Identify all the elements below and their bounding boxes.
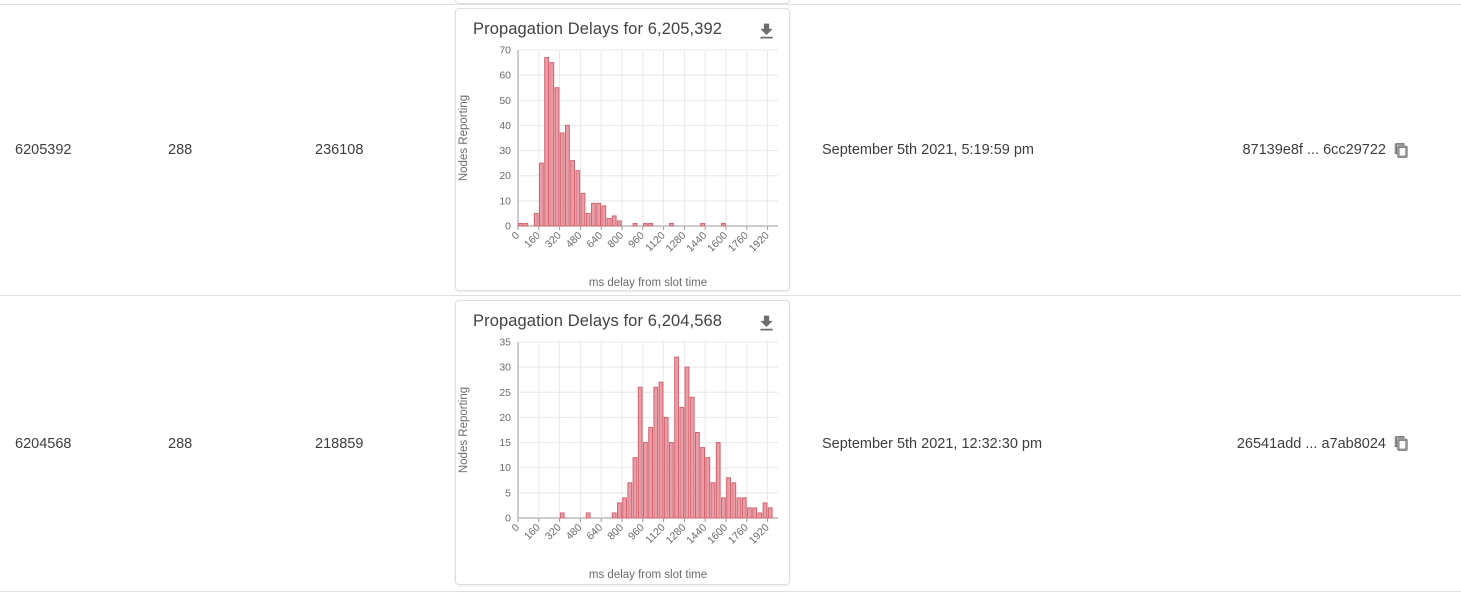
slot-cell: 236108 [315, 142, 364, 158]
svg-text:ms delay from slot time: ms delay from slot time [589, 569, 707, 581]
svg-text:1440: 1440 [684, 522, 709, 547]
previous-chart-card-edge [455, 0, 790, 4]
chart-card-header: Propagation Delays for 6,205,392 [456, 9, 789, 42]
chart-title: Propagation Delays for 6,205,392 [473, 20, 723, 38]
svg-text:50: 50 [499, 95, 511, 107]
svg-text:640: 640 [584, 230, 605, 251]
table-row: 6204568 288 218859 Propagation Delays fo… [0, 296, 1461, 592]
svg-text:30: 30 [499, 362, 511, 374]
svg-text:800: 800 [605, 230, 626, 251]
download-icon[interactable] [756, 21, 777, 42]
download-icon[interactable] [756, 313, 777, 334]
timestamp-cell: September 5th 2021, 5:19:59 pm [822, 142, 1035, 158]
svg-text:1600: 1600 [705, 230, 730, 255]
propagation-chart-card: Propagation Delays for 6,205,392 0 10 20 30… [455, 8, 790, 291]
svg-text:25: 25 [499, 387, 511, 399]
hash-cell: 26541add ... a7ab8024 [1237, 436, 1409, 452]
svg-text:70: 70 [499, 45, 511, 57]
svg-text:10: 10 [499, 195, 511, 207]
block-number-cell: 6205392 [15, 142, 72, 158]
svg-text:1920: 1920 [747, 522, 772, 547]
svg-text:40: 40 [499, 120, 511, 132]
svg-text:800: 800 [605, 522, 626, 543]
table-row: 6205392 288 236108 Propagation Delays fo… [0, 5, 1461, 296]
svg-text:0: 0 [510, 230, 523, 243]
svg-text:1120: 1120 [643, 522, 668, 547]
svg-text:ms delay from slot time: ms delay from slot time [589, 277, 707, 289]
propagation-histogram[interactable]: 0 10 20 30 40 50 60 70 0 160 320 480 640 800 960 1120 12… [456, 42, 791, 292]
svg-text:10: 10 [499, 462, 511, 474]
svg-text:Nodes Reporting: Nodes Reporting [458, 95, 470, 181]
svg-text:Nodes Reporting: Nodes Reporting [458, 387, 470, 473]
svg-text:30: 30 [499, 145, 511, 157]
slot-cell: 218859 [315, 435, 364, 452]
svg-text:320: 320 [543, 230, 564, 251]
svg-text:160: 160 [522, 522, 543, 543]
svg-text:20: 20 [499, 170, 511, 182]
chart-card-header: Propagation Delays for 6,204,568 [456, 301, 789, 334]
svg-text:1280: 1280 [664, 522, 689, 547]
svg-text:640: 640 [584, 522, 605, 543]
timestamp-cell: September 5th 2021, 12:32:30 pm [822, 435, 1043, 452]
svg-text:480: 480 [564, 230, 585, 251]
svg-text:0: 0 [510, 522, 523, 535]
svg-text:1920: 1920 [747, 230, 772, 255]
svg-text:0: 0 [505, 513, 511, 525]
block-number-cell: 6204568 [15, 435, 72, 452]
chart-title: Propagation Delays for 6,204,568 [473, 312, 723, 330]
svg-text:480: 480 [564, 522, 585, 543]
propagation-chart-card: Propagation Delays for 6,204,568 0 5 10 15 2… [455, 300, 790, 585]
count-cell: 288 [168, 142, 193, 158]
svg-text:20: 20 [499, 412, 511, 424]
svg-text:1760: 1760 [726, 230, 751, 255]
copy-icon[interactable] [1394, 436, 1409, 451]
svg-text:35: 35 [499, 337, 511, 349]
svg-text:1440: 1440 [684, 230, 709, 255]
svg-text:0: 0 [505, 221, 511, 233]
svg-text:160: 160 [522, 230, 543, 251]
svg-text:1760: 1760 [726, 522, 751, 547]
hash-text: 26541add ... a7ab8024 [1236, 435, 1386, 452]
svg-text:1280: 1280 [664, 230, 689, 255]
svg-text:320: 320 [543, 522, 564, 543]
table-row-partial [0, 0, 1461, 5]
hash-cell: 87139e8f ... 6cc29722 [1242, 142, 1409, 158]
svg-text:1120: 1120 [643, 230, 668, 255]
hash-text: 87139e8f ... 6cc29722 [1242, 142, 1386, 158]
svg-text:1600: 1600 [705, 522, 730, 547]
svg-text:60: 60 [499, 70, 511, 82]
copy-icon[interactable] [1394, 142, 1409, 158]
svg-text:15: 15 [499, 437, 511, 449]
svg-text:5: 5 [505, 487, 511, 499]
count-cell: 288 [168, 435, 193, 452]
propagation-histogram[interactable]: 0 5 10 15 20 25 30 35 0 160 320 480 640 800 960 1120 128… [456, 334, 791, 584]
